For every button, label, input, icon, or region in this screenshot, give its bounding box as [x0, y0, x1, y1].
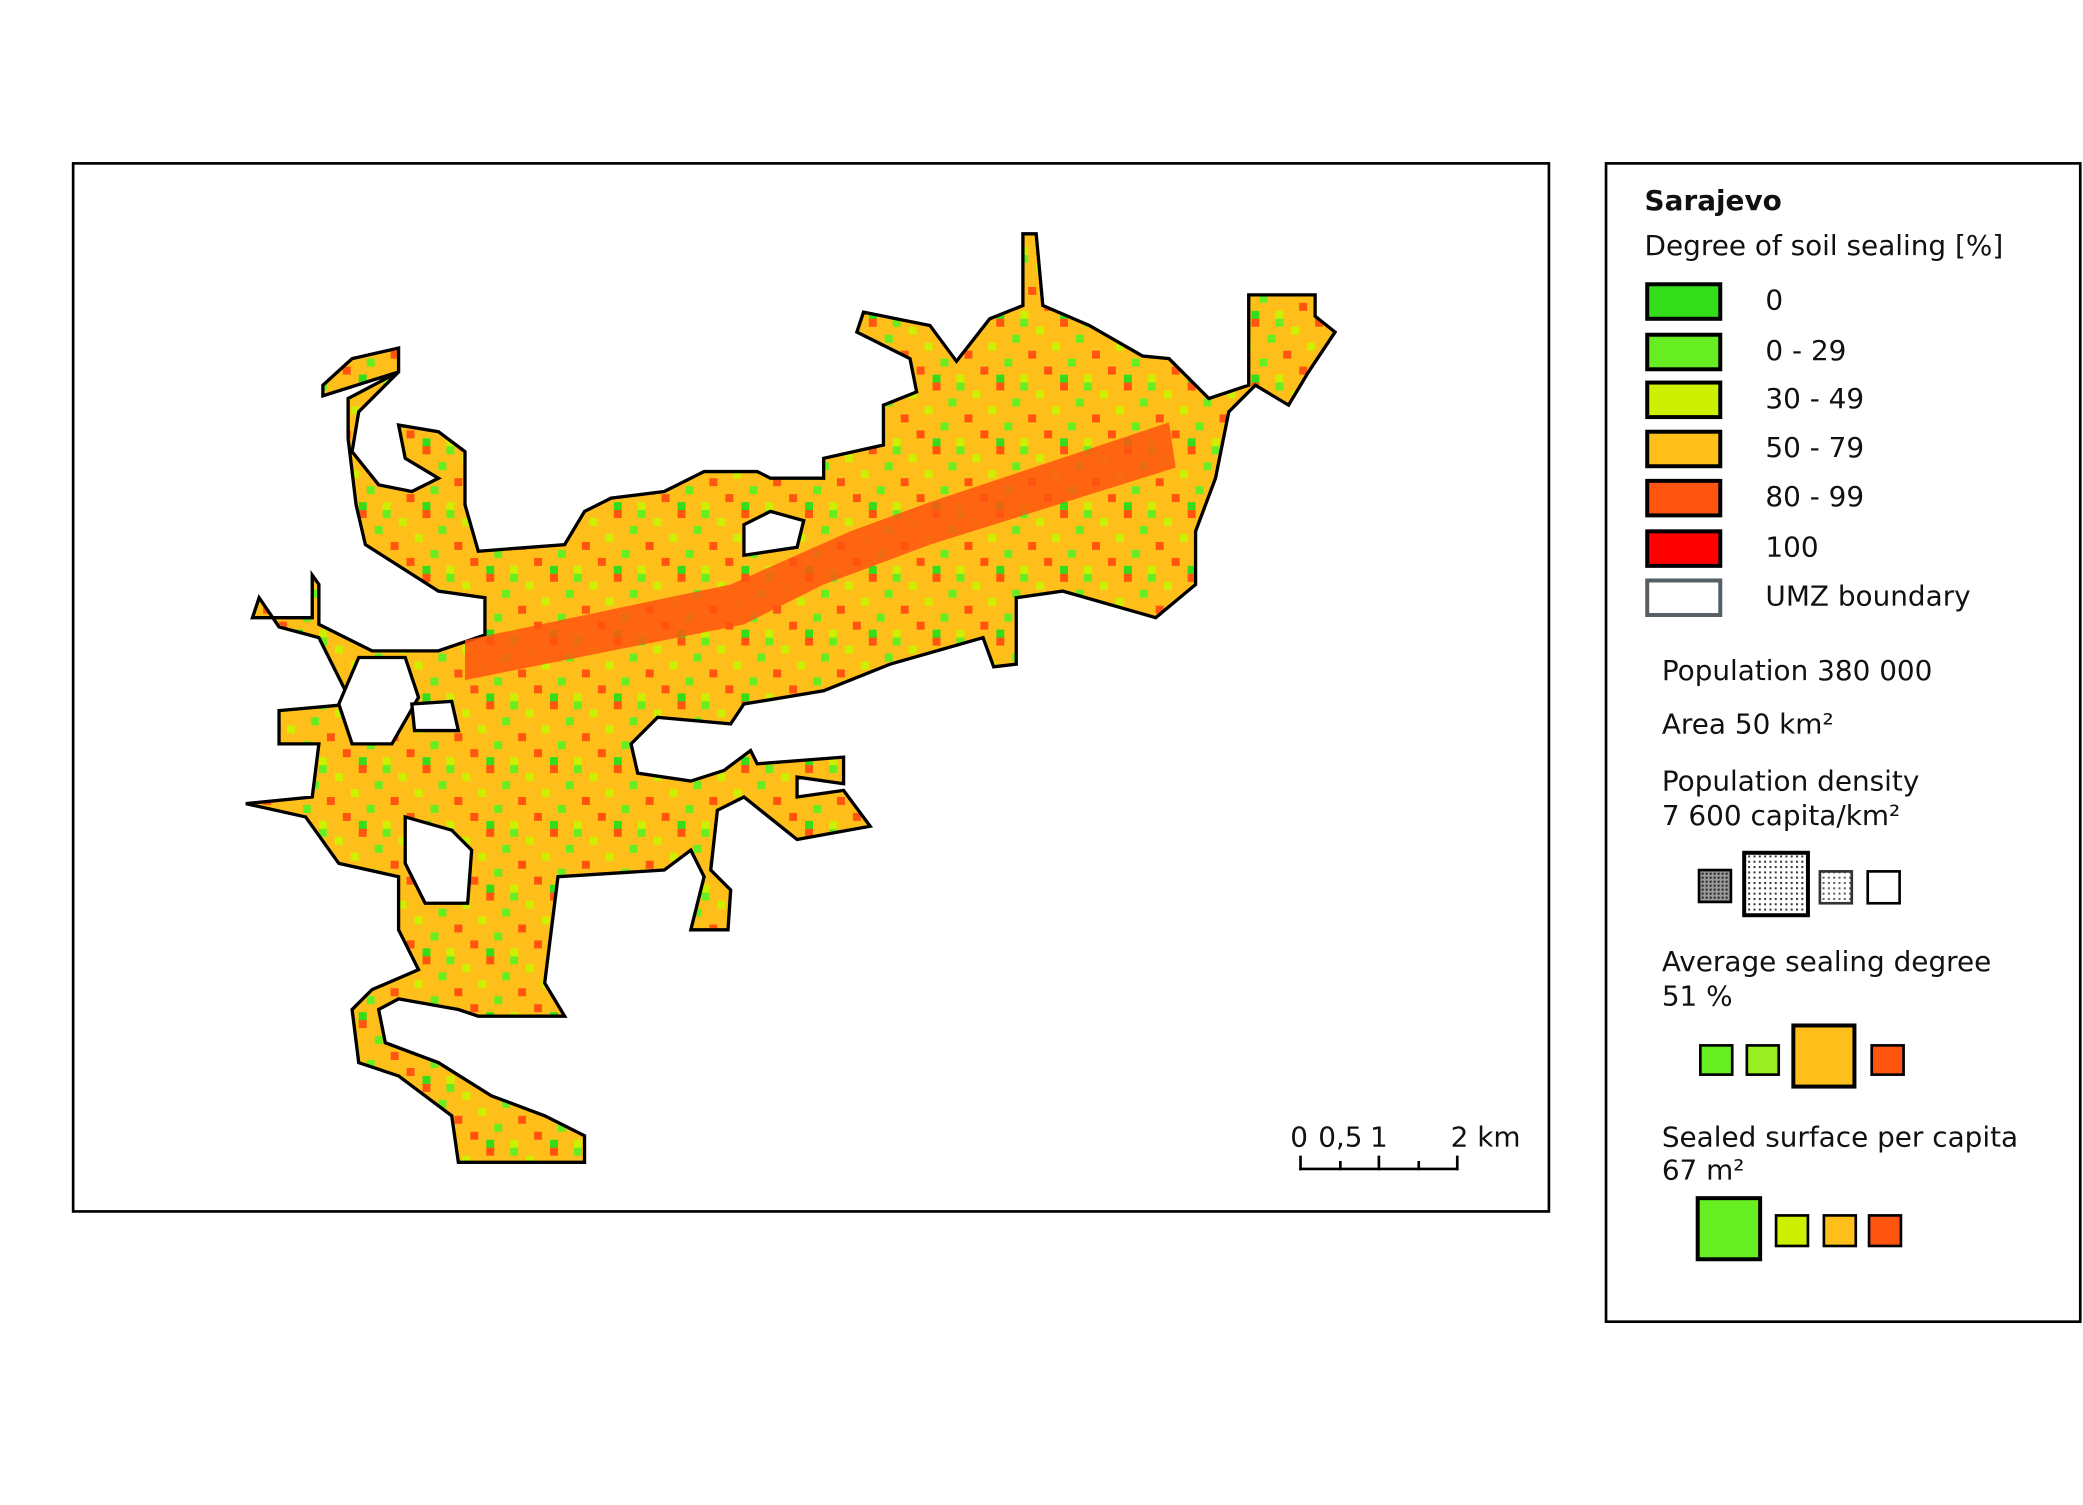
- dense-core: [465, 422, 1176, 681]
- legend-swatch: [1645, 429, 1723, 469]
- density-box: [1697, 868, 1733, 904]
- density-box: [1818, 870, 1854, 905]
- hole: [410, 699, 461, 733]
- scale-bar: 0 0,5 1 2 km: [1290, 1120, 1521, 1171]
- sealing-box: [1870, 1044, 1905, 1076]
- stat: Average sealing degree: [1662, 945, 1991, 978]
- legend-swatch: [1645, 478, 1723, 518]
- legend-swatch: [1645, 380, 1723, 420]
- legend-subtitle: Degree of soil sealing [%]: [1645, 229, 2004, 262]
- scale-label: 0,5: [1318, 1120, 1362, 1153]
- legend-swatch: [1645, 332, 1723, 372]
- scale-label: 1: [1370, 1120, 1388, 1153]
- sealing-box: [1745, 1044, 1781, 1076]
- stat: Population density: [1662, 764, 1920, 797]
- sealing-box: [1699, 1044, 1734, 1076]
- legend-label: 100: [1765, 531, 1818, 564]
- hole: [403, 814, 474, 905]
- stat: 7 600 capita/km²: [1662, 799, 1900, 832]
- density-box: [1866, 870, 1901, 905]
- legend-swatch: [1645, 578, 1723, 618]
- hole: [337, 655, 421, 746]
- stat: 51 %: [1662, 980, 1733, 1013]
- sealed-box: [1867, 1214, 1903, 1248]
- legend-label: 0 - 29: [1765, 334, 1846, 367]
- sealed-box: [1695, 1196, 1763, 1262]
- sealed-box: [1774, 1214, 1810, 1248]
- legend-items: 0 0 - 29 30 - 49 50 - 79 80 - 99 100 UMZ bound…: [1645, 282, 1971, 618]
- legend-swatch: [1645, 529, 1723, 568]
- legend-label: 50 - 79: [1765, 431, 1864, 464]
- legend-label: 30 - 49: [1765, 382, 1864, 415]
- legend-swatch: [1645, 282, 1723, 321]
- stat: Area 50 km²: [1662, 707, 1834, 740]
- stat: Sealed surface per capita: [1662, 1120, 2018, 1153]
- scale-label: 2 km: [1451, 1120, 1521, 1153]
- legend-label: 0: [1765, 284, 1783, 317]
- legend-title: Sarajevo: [1645, 184, 1782, 217]
- density-box: [1742, 850, 1810, 918]
- hole: [742, 509, 806, 558]
- legend-label: 80 - 99: [1765, 480, 1864, 513]
- scale-label: 0: [1290, 1120, 1308, 1153]
- stat: 67 m²: [1662, 1154, 1745, 1187]
- legend-label: UMZ boundary: [1765, 580, 1970, 613]
- stat: Population 380 000: [1662, 654, 1933, 687]
- sealing-box: [1791, 1023, 1857, 1089]
- sealed-box: [1822, 1214, 1858, 1248]
